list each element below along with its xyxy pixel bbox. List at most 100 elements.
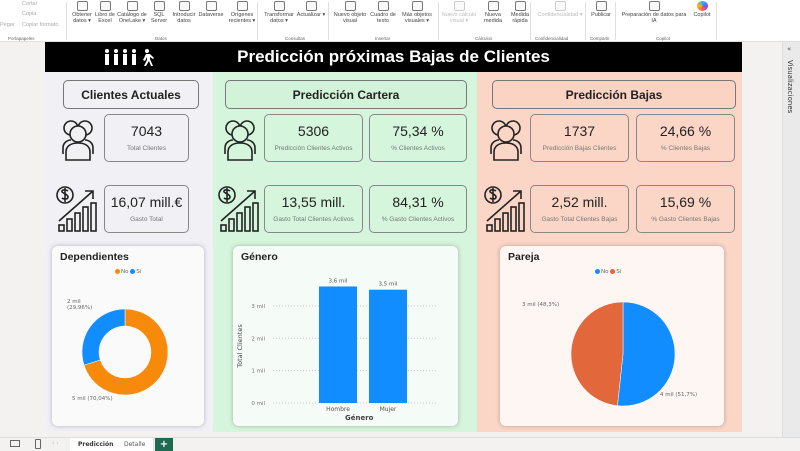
ribbon-button[interactable]: Introducir datos	[170, 0, 198, 25]
ribbon-button-label: Obtener datos ▾	[72, 12, 92, 25]
report-title-bar: Predicción próximas Bajas de Clientes	[45, 42, 742, 72]
legend-label: No	[601, 269, 609, 275]
kpi-label: Total Clientes	[126, 145, 167, 152]
format-painter-button[interactable]: Copiar formato	[22, 22, 59, 28]
kpi-value: 1737	[563, 123, 596, 139]
ribbon-button[interactable]: Nuevo objeto visual	[333, 0, 367, 25]
kpi-label: % Gasto Clientes Activos	[381, 216, 455, 223]
ribbon-button[interactable]: Obtener datos ▾	[70, 0, 94, 25]
prediccion-cartera-header: Predicción Cartera	[225, 80, 467, 109]
slice-No[interactable]	[83, 308, 169, 396]
people-group-icon	[217, 114, 263, 162]
ribbon-button-icon	[377, 1, 389, 11]
kpi-label: Predicción Clientes Activos	[274, 145, 353, 152]
legend: No Sí	[595, 269, 621, 275]
donut-svg	[81, 308, 169, 396]
kpi-label: Predicción Bajas Clientes	[542, 145, 617, 152]
ribbon-button-icon	[153, 1, 165, 11]
ribbon-button-icon	[411, 1, 423, 11]
cut-button[interactable]: Cortar	[22, 1, 38, 7]
ribbon-button[interactable]: Nueva medida	[480, 0, 506, 25]
dependientes-chart[interactable]: Dependientes No Sí 2 mil (29,96%) 5 mil …	[52, 246, 204, 426]
ribbon-button-label: SQL Server	[150, 12, 168, 25]
visualizations-pane-collapsed[interactable]: «	[782, 42, 800, 437]
kpi-prediccion-clientes-activos: 5306 Predicción Clientes Activos	[264, 114, 363, 162]
ribbon-button[interactable]: SQL Server	[148, 0, 170, 25]
legend-dot	[610, 269, 616, 274]
desktop-view-icon[interactable]	[10, 440, 20, 447]
group-label: Insertar	[375, 36, 391, 41]
kpi-value: 16,07 mill.€	[110, 194, 183, 210]
ribbon-button[interactable]: Publicar	[588, 0, 614, 18]
data-label-no: 4 mil (51,7%)	[660, 392, 698, 398]
y-tick-label: 2 mil	[251, 336, 265, 342]
ribbon-button-icon	[205, 1, 217, 11]
pareja-chart[interactable]: Pareja No Sí 3 mil (48,3%) 4 mil (51,7%)	[500, 246, 724, 426]
kpi-gasto-clientes-activos: 13,55 mill. Gasto Total Clientes Activos	[264, 185, 363, 233]
kpi-pct-gasto-clientes-bajas: 15,69 % % Gasto Clientes Bajas	[636, 185, 735, 233]
ribbon-button[interactable]: Nuevo cálculo visual ▾	[440, 0, 478, 25]
chart-title: Género	[241, 251, 278, 263]
ribbon-button-icon	[514, 1, 526, 11]
ribbon-button[interactable]: Cuadro de texto	[368, 0, 398, 25]
kpi-label: % Clientes Activos	[391, 145, 445, 152]
ribbon-button[interactable]: Orígenes recientes ▾	[226, 0, 258, 25]
ribbon-button-label: Nuevo objeto visual	[333, 12, 367, 25]
ribbon-button-label: Libro de Excel	[95, 12, 115, 25]
mobile-view-icon[interactable]	[35, 439, 41, 449]
tab-prediccion[interactable]: Predicción	[70, 438, 123, 451]
ribbon-button[interactable]: Transformar datos ▾	[262, 0, 296, 25]
ribbon-button[interactable]: Confidencialidad ▾	[537, 0, 583, 18]
report-title: Predicción próximas Bajas de Clientes	[237, 47, 550, 66]
slice-Sí[interactable]	[570, 301, 624, 406]
group-label: Datos	[155, 36, 167, 41]
data-label-no: 5 mil (70,04%)	[72, 396, 113, 402]
add-page-button[interactable]: +	[155, 438, 173, 451]
ribbon-button-icon	[453, 1, 465, 11]
expand-chevron-icon[interactable]: «	[787, 45, 792, 53]
slice-No[interactable]	[617, 301, 676, 407]
ribbon-button-label: Preparación de datos para IA	[621, 12, 687, 25]
ribbon-button-label: Introducir datos	[172, 12, 196, 25]
kpi-value: 7043	[130, 123, 163, 139]
ribbon-button-icon	[76, 1, 88, 11]
ribbon-button-label: Confidencialidad ▾	[537, 12, 583, 18]
scroll-arrows-icon[interactable]: ‹ ›	[52, 440, 59, 447]
copy-button[interactable]: Copia	[22, 11, 37, 17]
ribbon-button-icon	[648, 1, 660, 11]
visualizations-label[interactable]: Visualizaciones	[786, 60, 794, 114]
ribbon-button-label: Orígenes recientes ▾	[228, 12, 256, 25]
ribbon-button-label: Catálogo de OneLake ▾	[117, 12, 147, 25]
ribbon-button[interactable]: Catálogo de OneLake ▾	[116, 0, 148, 25]
ribbon-button-label: Publicar	[591, 12, 611, 18]
ribbon-button[interactable]: Actualizar ▾	[296, 0, 326, 18]
legend-label: No	[121, 269, 129, 275]
tab-detalle[interactable]: Detalle	[116, 438, 155, 451]
kpi-prediccion-bajas-clientes: 1737 Predicción Bajas Clientes	[530, 114, 629, 162]
clientes-actuales-header: Clientes Actuales	[63, 80, 199, 109]
ribbon-button[interactable]: Más objetos visuales ▾	[400, 0, 434, 25]
kpi-value: 75,34 %	[392, 123, 444, 139]
group-label: Consultas	[285, 36, 306, 41]
ribbon-button-label: Actualizar ▾	[296, 12, 326, 18]
kpi-label: Gasto Total Clientes Activos	[273, 216, 354, 223]
data-label-si: 2 mil (29,96%)	[67, 299, 93, 311]
x-axis-label: Género	[345, 414, 374, 422]
slice-Sí[interactable]	[81, 308, 126, 366]
ribbon-button[interactable]: Preparación de datos para IA	[620, 0, 688, 25]
bar-Hombre[interactable]	[319, 286, 357, 403]
paste-button[interactable]: Pegar	[0, 22, 15, 28]
page-tabs-bar: ‹ › Predicción Detalle +	[0, 437, 800, 451]
ribbon-button-label: Nuevo cálculo visual ▾	[441, 12, 477, 25]
ribbon-button[interactable]: Dataverse	[197, 0, 225, 18]
ribbon-button[interactable]: Libro de Excel	[94, 0, 116, 25]
bar-Mujer[interactable]	[369, 289, 407, 403]
genero-chart[interactable]: Género 0 mil 1 mil 2 mil 3 mil 3,6 mil Hombre…	[233, 246, 458, 426]
legend-dot	[595, 269, 600, 274]
prediccion-bajas-header: Predicción Bajas	[492, 80, 736, 109]
legend-dot	[130, 269, 136, 274]
kpi-gasto-clientes-bajas: 2,52 mill. Gasto Total Clientes Bajas	[530, 185, 629, 233]
ribbon-button[interactable]: Copilot	[690, 0, 714, 18]
ribbon-button-icon	[344, 1, 356, 11]
ribbon-button[interactable]: Medida rápida	[507, 0, 533, 25]
